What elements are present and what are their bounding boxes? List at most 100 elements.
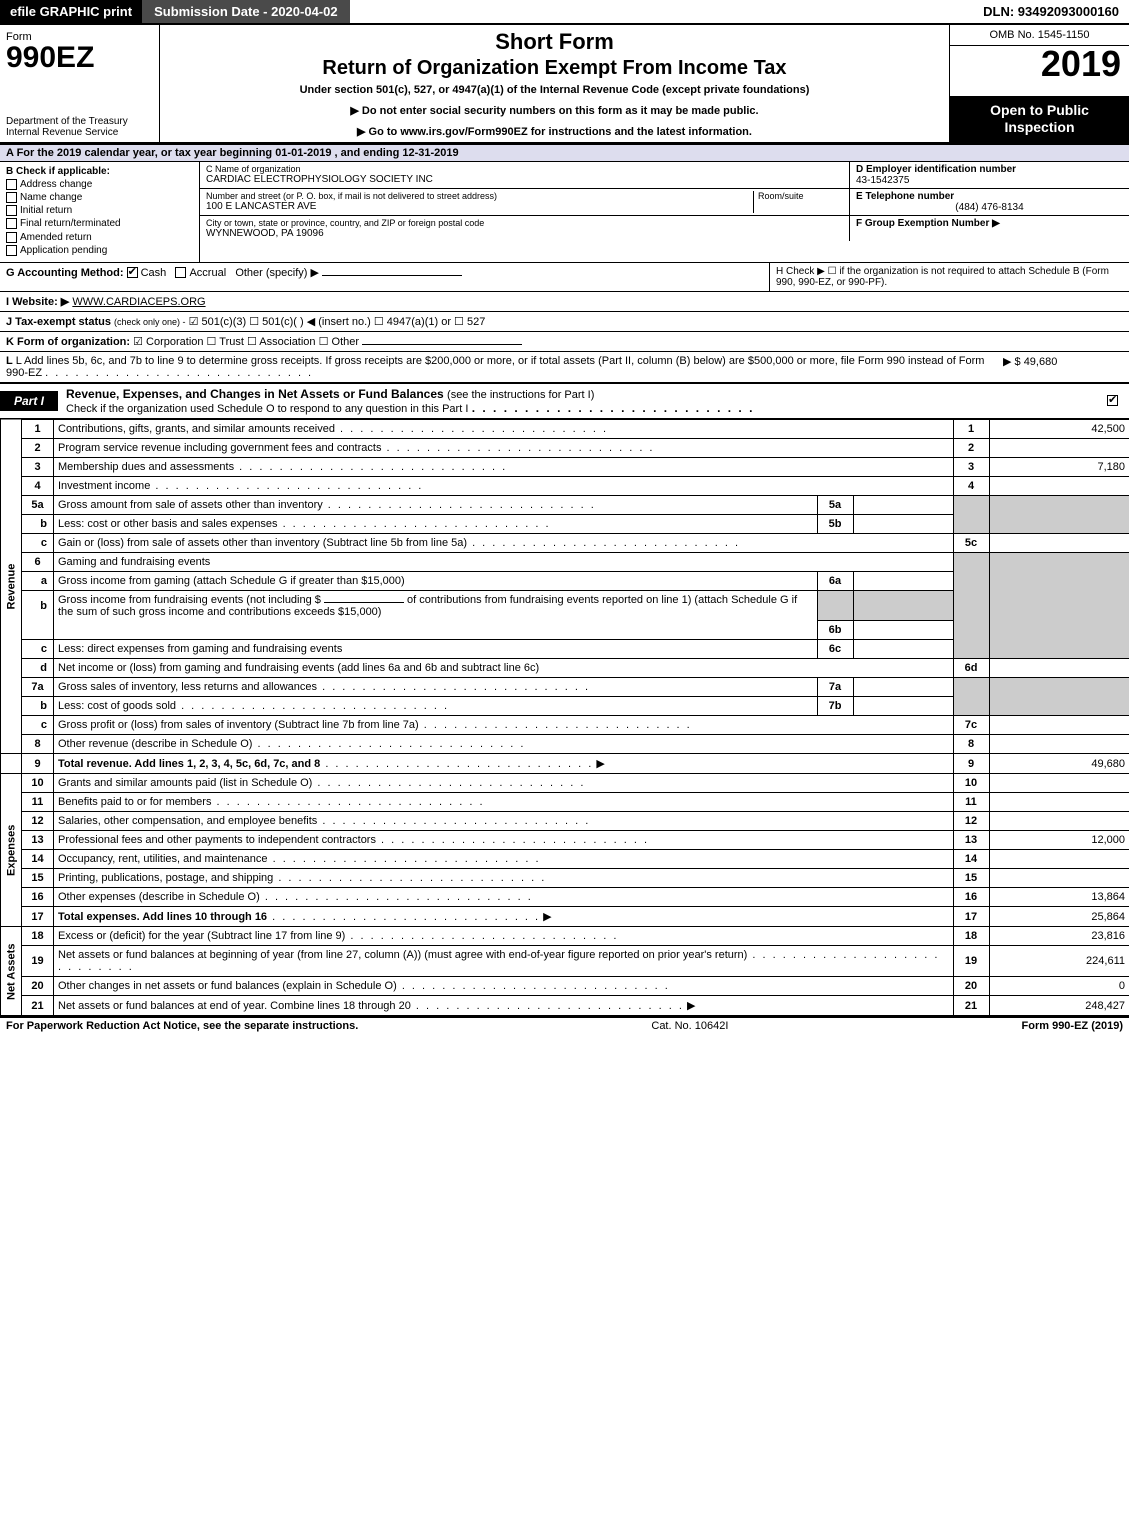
city-value: WYNNEWOOD, PA 19096 — [206, 228, 843, 239]
line-l-amount: ▶ $ 49,680 — [1003, 355, 1123, 379]
form-of-org-other-input[interactable] — [362, 344, 522, 345]
line-gh: G Accounting Method: Cash Accrual Other … — [0, 263, 1129, 292]
row-5c-lbl: 5c — [953, 533, 989, 552]
row-6-shaded-lbl — [953, 552, 989, 659]
chk-accrual[interactable] — [175, 267, 186, 278]
tax-exempt-options[interactable]: ☑ 501(c)(3) ☐ 501(c)( ) ◀ (insert no.) ☐… — [189, 316, 486, 328]
section-c-name: C Name of organization CARDIAC ELECTROPH… — [200, 162, 849, 188]
title-section-note: Under section 501(c), 527, or 4947(a)(1)… — [168, 84, 941, 96]
row-18: Net Assets 18 Excess or (deficit) for th… — [1, 927, 1129, 946]
row-20-lbl: 20 — [953, 977, 989, 996]
row-17: 17 Total expenses. Add lines 10 through … — [1, 907, 1129, 927]
submission-date: Submission Date - 2020-04-02 — [142, 0, 350, 23]
chk-cash[interactable] — [127, 267, 138, 278]
chk-address-change-label: Address change — [20, 179, 92, 190]
row-3: 3 Membership dues and assessments 3 7,18… — [1, 457, 1129, 476]
chk-final-return-label: Final return/terminated — [20, 219, 121, 230]
row-6b-sublbl: 6b — [817, 621, 853, 640]
row-5b-sublbl: 5b — [817, 514, 853, 533]
accounting-method-label: G Accounting Method: — [6, 267, 124, 279]
row-16-lbl: 16 — [953, 888, 989, 907]
row-6-desc: Gaming and fundraising events — [54, 552, 954, 571]
row-6b-desc1: Gross income from fundraising events (no… — [58, 594, 321, 606]
row-11-lbl: 11 — [953, 793, 989, 812]
form-of-org-options[interactable]: ☑ Corporation ☐ Trust ☐ Association ☐ Ot… — [133, 336, 359, 348]
row-6a-sublbl: 6a — [817, 571, 853, 590]
row-6b-input[interactable] — [324, 602, 404, 603]
row-5a-num: 5a — [22, 495, 54, 514]
row-4-num: 4 — [22, 476, 54, 495]
row-3-num: 3 — [22, 457, 54, 476]
section-c-city: City or town, state or province, country… — [200, 216, 849, 241]
row-7c: c Gross profit or (loss) from sales of i… — [1, 716, 1129, 735]
row-14: 14 Occupancy, rent, utilities, and maint… — [1, 850, 1129, 869]
row-11-desc: Benefits paid to or for members — [58, 796, 211, 808]
row-1-val: 42,500 — [989, 419, 1129, 438]
part1-checkbox[interactable] — [1107, 395, 1129, 407]
row-13-val: 12,000 — [989, 831, 1129, 850]
chk-name-change-label: Name change — [20, 192, 82, 203]
row-7a-sublbl: 7a — [817, 678, 853, 697]
row-8-desc: Other revenue (describe in Schedule O) — [58, 738, 252, 750]
row-21: 21 Net assets or fund balances at end of… — [1, 996, 1129, 1016]
row-18-val: 23,816 — [989, 927, 1129, 946]
row-6b-subval — [853, 621, 953, 640]
row-1: Revenue 1 Contributions, gifts, grants, … — [1, 419, 1129, 438]
row-7a-subval — [853, 678, 953, 697]
row-2-lbl: 2 — [953, 438, 989, 457]
row-20-num: 20 — [22, 977, 54, 996]
tax-exempt-note: (check only one) - — [114, 317, 186, 327]
row-7c-lbl: 7c — [953, 716, 989, 735]
part1-table: Revenue 1 Contributions, gifts, grants, … — [0, 419, 1129, 1017]
row-7b-subval — [853, 697, 953, 716]
chk-address-change[interactable]: Address change — [6, 179, 193, 190]
side-label-netassets: Net Assets — [1, 927, 22, 1016]
website-value[interactable]: WWW.CARDIACEPS.ORG — [72, 296, 205, 308]
row-5c: c Gain or (loss) from sale of assets oth… — [1, 533, 1129, 552]
row-5b-desc: Less: cost or other basis and sales expe… — [58, 518, 278, 530]
row-6d-desc: Net income or (loss) from gaming and fun… — [54, 659, 954, 678]
irs-link-note: ▶ Go to www.irs.gov/Form990EZ for instru… — [168, 125, 941, 138]
row-16-num: 16 — [22, 888, 54, 907]
topbar: efile GRAPHIC print Submission Date - 20… — [0, 0, 1129, 25]
section-b: B Check if applicable: Address change Na… — [0, 162, 200, 262]
row-7ab-shaded-lbl — [953, 678, 989, 716]
row-2-desc: Program service revenue including govern… — [58, 442, 381, 454]
city-label: City or town, state or province, country… — [206, 218, 843, 228]
form-number: 990EZ — [6, 43, 155, 73]
row-6b-desc-cont — [54, 621, 818, 640]
accounting-other-input[interactable] — [322, 275, 462, 276]
street-value: 100 E LANCASTER AVE — [206, 201, 753, 212]
line-l: L L Add lines 5b, 6c, and 7b to line 9 t… — [0, 352, 1129, 383]
row-19-val: 224,611 — [989, 946, 1129, 977]
chk-amended-return[interactable]: Amended return — [6, 232, 193, 243]
row-1-num: 1 — [22, 419, 54, 438]
form-of-org-label: K Form of organization: — [6, 336, 130, 348]
header-left: Form 990EZ Department of the Treasury In… — [0, 25, 160, 142]
row-15-lbl: 15 — [953, 869, 989, 888]
efile-print-label[interactable]: efile GRAPHIC print — [0, 0, 142, 23]
row-2-val — [989, 438, 1129, 457]
chk-accrual-label: Accrual — [189, 267, 226, 279]
row-15: 15 Printing, publications, postage, and … — [1, 869, 1129, 888]
chk-final-return[interactable]: Final return/terminated — [6, 218, 193, 229]
row-4-val — [989, 476, 1129, 495]
phone-value: (484) 476-8134 — [856, 202, 1123, 213]
irs-label: Internal Revenue Service — [6, 127, 155, 138]
row-5ab-shaded-lbl — [953, 495, 989, 533]
section-bcdef: B Check if applicable: Address change Na… — [0, 162, 1129, 263]
website-label: I Website: ▶ — [6, 296, 69, 308]
row-6c-desc: Less: direct expenses from gaming and fu… — [58, 643, 342, 655]
row-11: 11 Benefits paid to or for members 11 — [1, 793, 1129, 812]
chk-name-change[interactable]: Name change — [6, 192, 193, 203]
open-public-badge: Open to Public Inspection — [950, 96, 1129, 142]
room-suite-label: Room/suite — [758, 191, 843, 201]
row-8-num: 8 — [22, 735, 54, 754]
row-14-num: 14 — [22, 850, 54, 869]
chk-application-pending[interactable]: Application pending — [6, 245, 193, 256]
row-7b-sublbl: 7b — [817, 697, 853, 716]
chk-initial-return[interactable]: Initial return — [6, 205, 193, 216]
row-7b-num: b — [22, 697, 54, 716]
row-5a-sublbl: 5a — [817, 495, 853, 514]
title-return: Return of Organization Exempt From Incom… — [168, 57, 941, 80]
